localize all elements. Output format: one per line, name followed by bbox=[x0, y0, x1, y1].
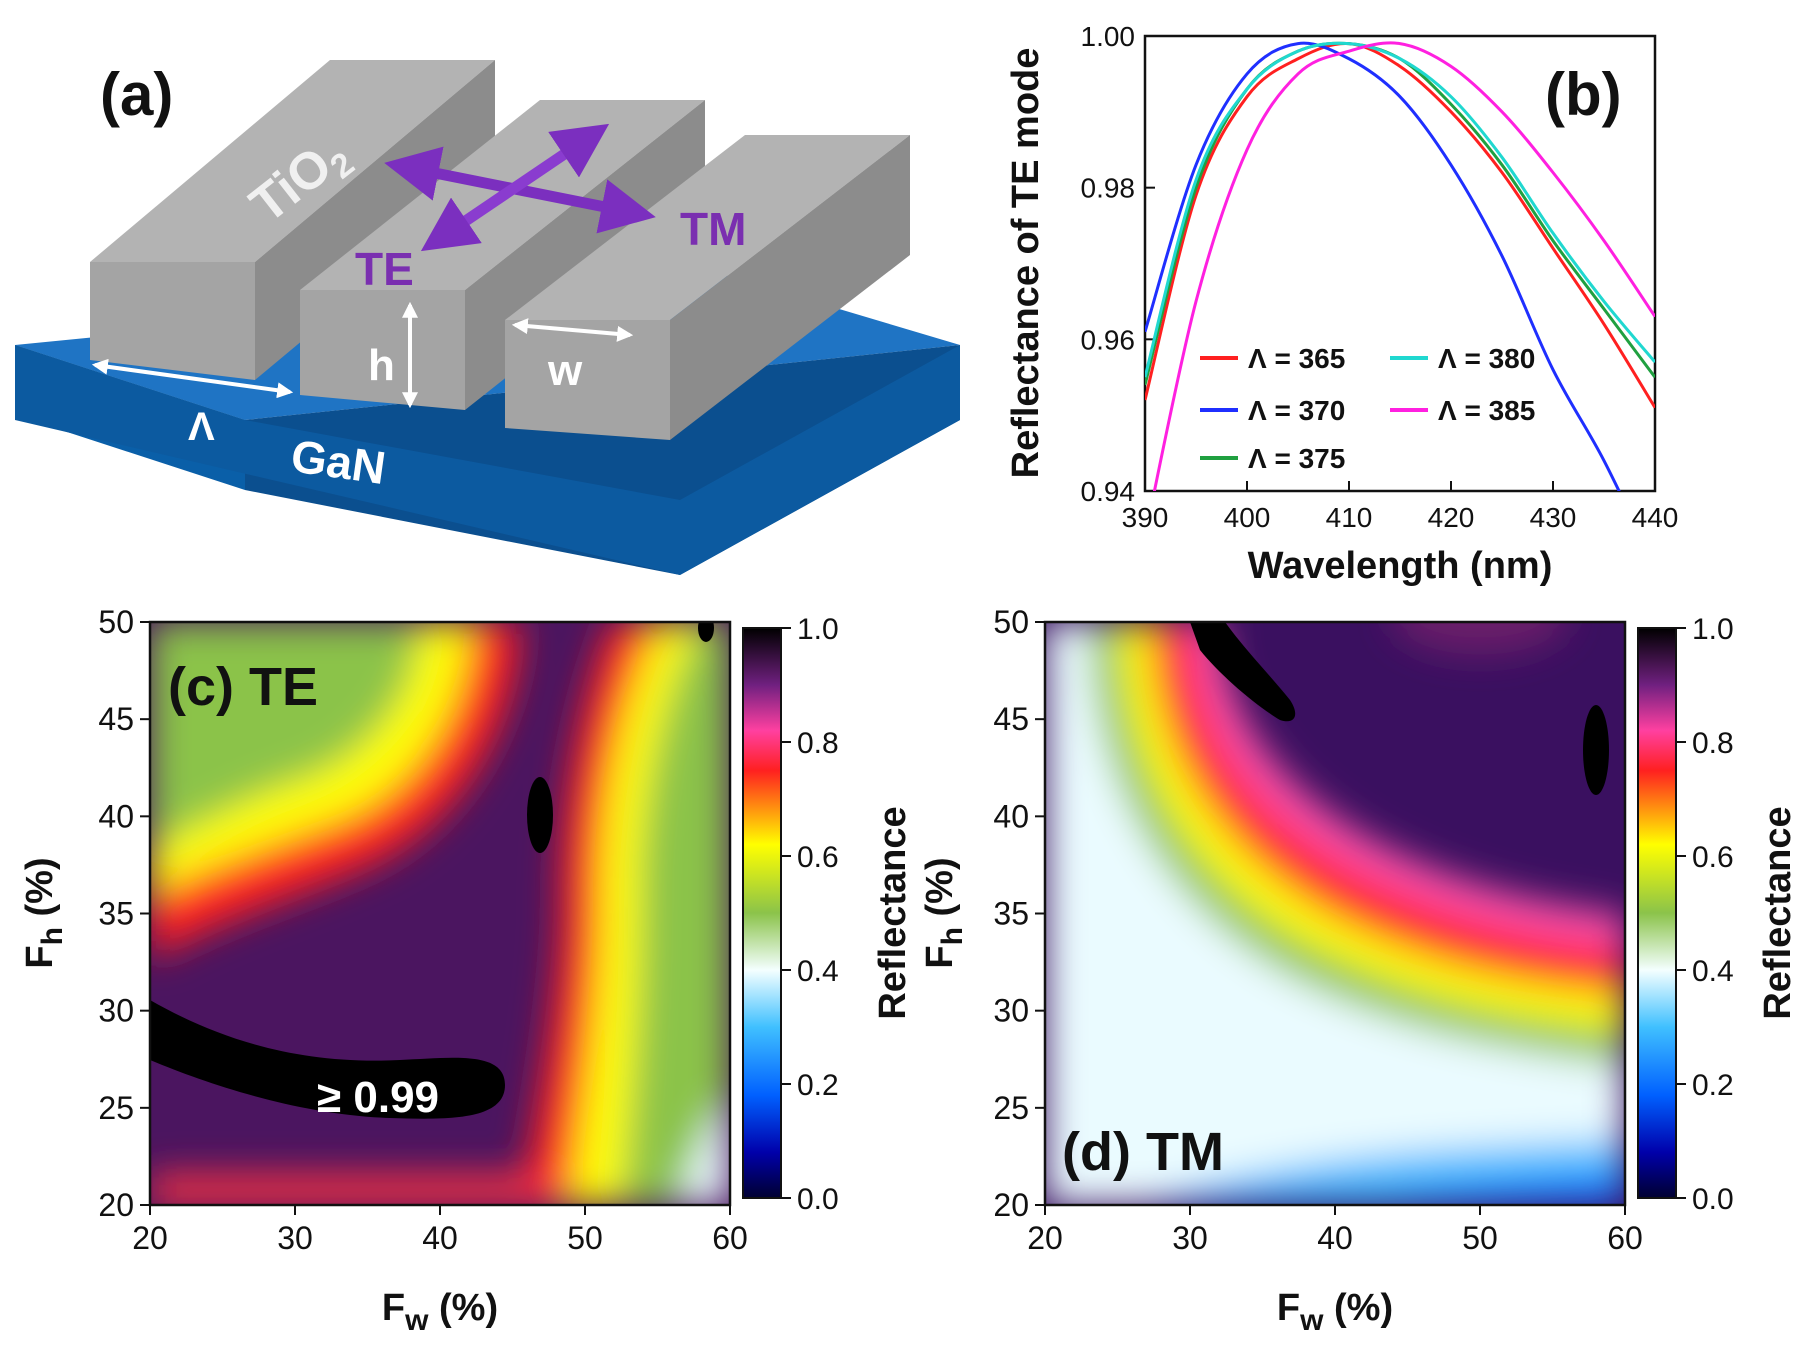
y-tick-label: 0.96 bbox=[1081, 324, 1136, 355]
x-tick-label: 30 bbox=[1172, 1220, 1208, 1256]
period-label: Λ bbox=[188, 405, 215, 449]
x-tick-label: 420 bbox=[1428, 502, 1475, 533]
y-tick-label: 35 bbox=[993, 896, 1029, 932]
y-tick-label: 25 bbox=[98, 1090, 134, 1126]
w-arrow bbox=[511, 318, 634, 342]
colorbar-title: Reflectance bbox=[1757, 806, 1799, 1019]
x-axis-title: Fw (%) bbox=[382, 1287, 498, 1337]
x-axis-title: Wavelength (nm) bbox=[1248, 545, 1553, 587]
h-label: h bbox=[368, 341, 395, 390]
colorbar-tick-label: 0.8 bbox=[797, 727, 839, 760]
legend-label: Λ = 375 bbox=[1248, 443, 1345, 474]
x-tick-label: 60 bbox=[1607, 1220, 1643, 1256]
y-tick-label: 40 bbox=[98, 798, 134, 834]
colorbar-tick-label: 0.4 bbox=[1692, 955, 1734, 988]
y-tick-label: 50 bbox=[993, 604, 1029, 640]
panel-b-line-chart: 390 400 410 420 430 440 0.94 0.96 0.98 1.00 Λ = 3… bbox=[1005, 21, 1678, 587]
series-line bbox=[1152, 41, 1655, 491]
x-tick-label: 50 bbox=[567, 1220, 603, 1256]
colorbar-tick-label: 1.0 bbox=[1692, 613, 1734, 646]
colorbar-title: Reflectance bbox=[872, 806, 914, 1019]
heatmap-annotation: ≥ 0.99 bbox=[317, 1073, 439, 1122]
y-axis-title: Fh (%) bbox=[919, 857, 969, 968]
y-tick-label: 45 bbox=[98, 701, 134, 737]
legend-label: Λ = 370 bbox=[1248, 395, 1345, 426]
x-tick-label: 60 bbox=[712, 1220, 748, 1256]
tio2-bar-3-front bbox=[505, 320, 670, 440]
colorbar-tick-label: 0.2 bbox=[797, 1069, 839, 1102]
panel-d-heatmap: 20 30 40 50 60 20 25 30 35 40 45 50 (d) TM Fw (%) F… bbox=[919, 604, 1799, 1337]
x-tick-label: 20 bbox=[132, 1220, 168, 1256]
max-island bbox=[1583, 705, 1609, 795]
y-tick-label: 45 bbox=[993, 701, 1029, 737]
x-axis-title: Fw (%) bbox=[1277, 1287, 1393, 1337]
te-arrow bbox=[420, 123, 610, 252]
y-tick-label: 0.98 bbox=[1081, 173, 1136, 204]
colorbar-tick-label: 0.2 bbox=[1692, 1069, 1734, 1102]
y-axis-title: Reflectance of TE mode bbox=[1005, 48, 1047, 479]
colorbar bbox=[742, 627, 782, 1199]
y-tick-label: 35 bbox=[98, 896, 134, 932]
panel-d-label: (d) TM bbox=[1062, 1122, 1224, 1182]
tio2-bar-3-top bbox=[505, 135, 910, 320]
x-tick-label: 440 bbox=[1632, 502, 1679, 533]
tio2-bar-3-side bbox=[670, 135, 910, 440]
colorbar-tick-label: 0.4 bbox=[797, 955, 839, 988]
tio2-bar-2-front bbox=[300, 290, 465, 410]
y-tick-label: 25 bbox=[993, 1090, 1029, 1126]
x-tick-label: 50 bbox=[1462, 1220, 1498, 1256]
series-line bbox=[1145, 42, 1655, 409]
legend-label: Λ = 385 bbox=[1438, 395, 1535, 426]
x-tick-label: 400 bbox=[1224, 502, 1271, 533]
series-line bbox=[1145, 41, 1621, 491]
max-island bbox=[527, 777, 553, 853]
y-tick-label: 0.94 bbox=[1081, 476, 1136, 507]
x-tick-label: 390 bbox=[1122, 502, 1169, 533]
legend-label: Λ = 365 bbox=[1248, 343, 1345, 374]
colorbar-tick-label: 1.0 bbox=[797, 613, 839, 646]
colorbar-tick-label: 0.0 bbox=[797, 1183, 839, 1216]
plot-frame bbox=[1143, 34, 1657, 493]
max-region bbox=[1190, 622, 1296, 722]
panel-b-label: (b) bbox=[1545, 61, 1622, 128]
colorbar-tick-label: 0.0 bbox=[1692, 1183, 1734, 1216]
colorbar-tick-label: 0.6 bbox=[797, 841, 839, 874]
tm-label: TM bbox=[680, 203, 746, 255]
te-label: TE bbox=[355, 243, 414, 295]
legend-label: Λ = 380 bbox=[1438, 343, 1535, 374]
y-tick-label: 1.00 bbox=[1081, 21, 1136, 52]
tio2-bar-1-top bbox=[90, 60, 495, 262]
y-tick-label: 30 bbox=[98, 993, 134, 1029]
max-region bbox=[150, 1000, 505, 1119]
y-tick-label: 40 bbox=[993, 798, 1029, 834]
panel-c-heatmap: 20 30 40 50 60 20 25 30 35 40 45 50 ≥ 0.99 (c) TE F… bbox=[19, 604, 914, 1337]
x-tick-label: 430 bbox=[1530, 502, 1577, 533]
y-axis-title: Fh (%) bbox=[19, 857, 69, 968]
colorbar-tick-label: 0.6 bbox=[1692, 841, 1734, 874]
x-tick-label: 30 bbox=[277, 1220, 313, 1256]
series-line bbox=[1145, 41, 1655, 378]
w-label: w bbox=[547, 346, 583, 395]
y-tick-label: 20 bbox=[98, 1187, 134, 1223]
tio2-bar-1-front bbox=[90, 262, 255, 380]
colorbar bbox=[1637, 627, 1677, 1199]
x-tick-label: 40 bbox=[422, 1220, 458, 1256]
x-tick-label: 40 bbox=[1317, 1220, 1353, 1256]
x-tick-label: 20 bbox=[1027, 1220, 1063, 1256]
x-tick-label: 410 bbox=[1326, 502, 1373, 533]
y-tick-label: 30 bbox=[993, 993, 1029, 1029]
y-tick-label: 50 bbox=[98, 604, 134, 640]
panel-a: (a) TiO2 TE TM h w Λ GaN bbox=[15, 60, 960, 575]
panel-c-label: (c) TE bbox=[168, 657, 318, 717]
y-tick-label: 20 bbox=[993, 1187, 1029, 1223]
colorbar-tick-label: 0.8 bbox=[1692, 727, 1734, 760]
panel-a-label: (a) bbox=[100, 61, 173, 128]
period-arrow bbox=[91, 358, 294, 399]
